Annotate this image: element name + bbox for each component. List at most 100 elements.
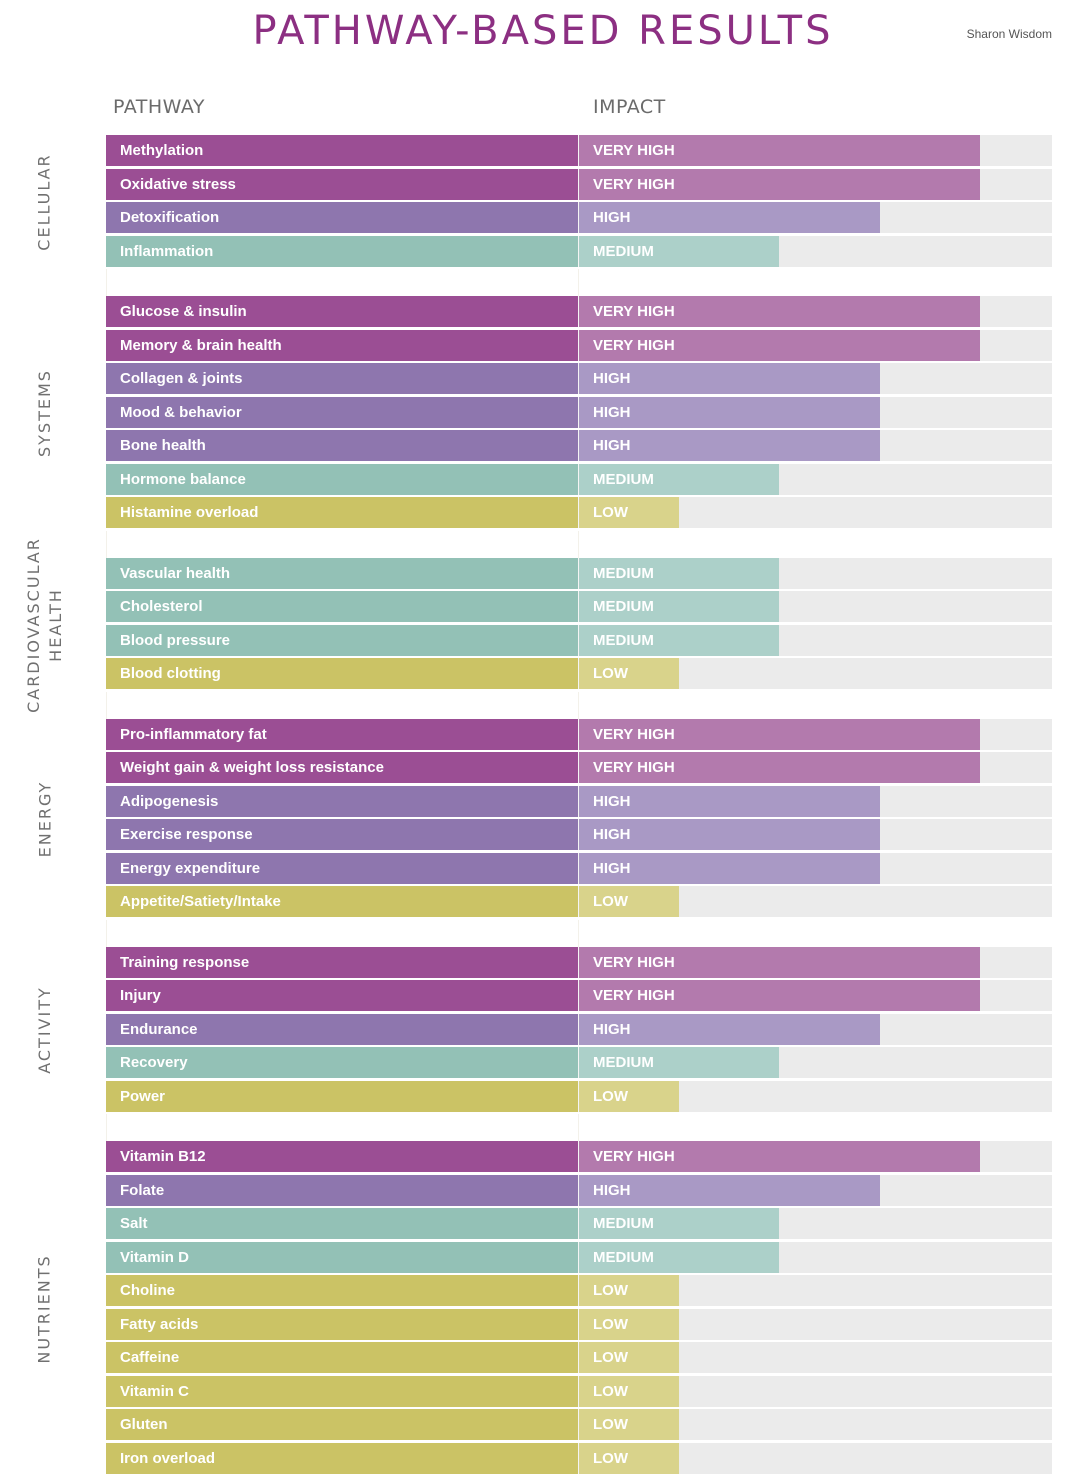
- impact-label: VERY HIGH: [593, 759, 675, 776]
- pathway-name: Recovery: [106, 1047, 578, 1078]
- impact-cell: LOW: [578, 1375, 1052, 1407]
- impact-label: LOW: [593, 1282, 628, 1299]
- pathway-name: Methylation: [106, 135, 578, 166]
- table-row: Cholesterol MEDIUM: [106, 591, 1052, 622]
- pathway-name: Vitamin D: [106, 1241, 578, 1273]
- impact-bar: [579, 1442, 680, 1474]
- impact-bar: [579, 1208, 780, 1239]
- pathway-name: Vitamin C: [106, 1375, 578, 1407]
- impact-label: LOW: [593, 893, 628, 910]
- impact-cell: HIGH: [578, 819, 1052, 850]
- group-label-text: ENERGY: [35, 780, 54, 858]
- impact-cell: HIGH: [578, 1174, 1052, 1206]
- impact-cell: HIGH: [578, 363, 1052, 394]
- pathway-name: Weight gain & weight loss resistance: [106, 752, 578, 783]
- impact-cell: VERY HIGH: [578, 168, 1052, 200]
- impact-label: VERY HIGH: [593, 725, 675, 743]
- group-activity: ACTIVITY Training response VERY HIGH Injury…: [35, 946, 1052, 1112]
- group-label: ENERGY: [0, 719, 90, 920]
- impact-label: LOW: [593, 1416, 628, 1433]
- pathway-name: Oxidative stress: [106, 168, 578, 200]
- impact-label: MEDIUM: [593, 631, 654, 649]
- pathway-name: Energy expenditure: [106, 852, 578, 884]
- impact-label: VERY HIGH: [593, 953, 675, 971]
- table-row: Vitamin C LOW: [106, 1375, 1052, 1407]
- pathway-name: Pro-inflammatory fat: [106, 718, 578, 750]
- impact-label: MEDIUM: [593, 1248, 654, 1266]
- table-row: Salt MEDIUM: [106, 1208, 1052, 1239]
- impact-label: LOW: [593, 504, 628, 521]
- impact-label: HIGH: [593, 1020, 631, 1038]
- pathway-name: Vitamin B12: [106, 1141, 578, 1172]
- impact-label: VERY HIGH: [593, 987, 675, 1004]
- impact-label: HIGH: [593, 437, 631, 454]
- table-row: Endurance HIGH: [106, 1013, 1052, 1045]
- table-row: Mood & behavior HIGH: [106, 396, 1052, 428]
- impact-bar: [579, 463, 780, 495]
- impact-cell: MEDIUM: [578, 235, 1052, 267]
- impact-label: HIGH: [593, 826, 631, 843]
- impact-bar: [579, 980, 980, 1011]
- impact-bar: [579, 1308, 680, 1340]
- pathway-name: Fatty acids: [106, 1308, 578, 1340]
- impact-cell: LOW: [578, 886, 1052, 917]
- group-label-text: SYSTEMS: [35, 369, 54, 458]
- impact-bar: [579, 1375, 680, 1407]
- divider: [578, 919, 579, 947]
- impact-label: VERY HIGH: [593, 303, 675, 320]
- table-row: Recovery MEDIUM: [106, 1047, 1052, 1078]
- impact-bar: [579, 396, 880, 428]
- impact-bar: [579, 363, 880, 394]
- group-systems: SYSTEMS Glucose & insulin VERY HIGH Memory …: [35, 296, 1052, 528]
- impact-bar: [579, 886, 680, 917]
- impact-label: LOW: [593, 1349, 628, 1366]
- table-row: Power LOW: [106, 1080, 1052, 1112]
- divider: [578, 1114, 579, 1141]
- pathway-name: Choline: [106, 1275, 578, 1306]
- table-row: Pro-inflammatory fat VERY HIGH: [106, 718, 1052, 750]
- impact-cell: MEDIUM: [578, 1047, 1052, 1078]
- impact-label: VERY HIGH: [593, 336, 675, 354]
- impact-bar: [579, 785, 880, 817]
- impact-cell: VERY HIGH: [578, 752, 1052, 783]
- impact-cell: VERY HIGH: [578, 718, 1052, 750]
- table-row: Energy expenditure HIGH: [106, 852, 1052, 884]
- impact-label: LOW: [593, 1315, 628, 1333]
- table-row: Detoxification HIGH: [106, 202, 1052, 233]
- pathway-name: Training response: [106, 946, 578, 978]
- impact-label: MEDIUM: [593, 598, 654, 615]
- impact-label: VERY HIGH: [593, 1148, 675, 1165]
- pathway-name: Detoxification: [106, 202, 578, 233]
- pathway-name: Histamine overload: [106, 497, 578, 528]
- impact-bar: [579, 946, 980, 978]
- divider: [106, 269, 107, 296]
- impact-bar: [579, 1141, 980, 1172]
- impact-label: MEDIUM: [593, 564, 654, 582]
- table-row: Memory & brain health VERY HIGH: [106, 329, 1052, 361]
- table-row: Choline LOW: [106, 1275, 1052, 1306]
- impact-bar: [579, 658, 680, 689]
- pathway-name: Injury: [106, 980, 578, 1011]
- impact-label: HIGH: [593, 209, 631, 226]
- table-row: Caffeine LOW: [106, 1342, 1052, 1373]
- impact-cell: HIGH: [578, 1013, 1052, 1045]
- table-row: Injury VERY HIGH: [106, 980, 1052, 1011]
- impact-cell: HIGH: [578, 785, 1052, 817]
- pathway-name: Blood clotting: [106, 658, 578, 689]
- impact-label: HIGH: [593, 370, 631, 387]
- pathway-name: Mood & behavior: [106, 396, 578, 428]
- table-row: Folate HIGH: [106, 1174, 1052, 1206]
- table-row: Bone health HIGH: [106, 430, 1052, 461]
- pathway-name: Adipogenesis: [106, 785, 578, 817]
- group-label-text: CELLULAR: [35, 153, 54, 251]
- group-label: ACTIVITY: [0, 947, 90, 1115]
- group-spacer: [106, 1114, 1052, 1141]
- impact-cell: HIGH: [578, 202, 1052, 233]
- impact-cell: VERY HIGH: [578, 296, 1052, 327]
- impact-bar: [579, 1080, 680, 1112]
- impact-bar: [579, 852, 880, 884]
- impact-bar: [579, 1409, 680, 1440]
- impact-cell: MEDIUM: [578, 1241, 1052, 1273]
- table-row: Appetite/Satiety/Intake LOW: [106, 886, 1052, 917]
- impact-bar: [579, 1241, 780, 1273]
